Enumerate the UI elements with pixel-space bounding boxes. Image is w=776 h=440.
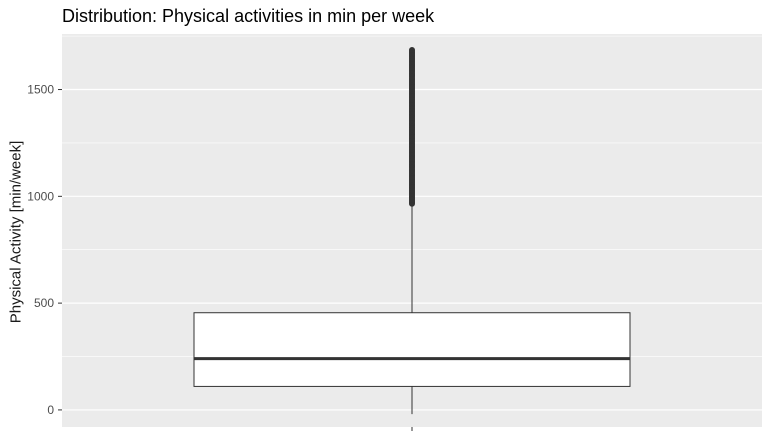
y-axis-ticks: 0 500 1000 1500 [27, 83, 62, 417]
y-tick-label: 1000 [27, 189, 54, 203]
outlier-points [409, 47, 415, 207]
y-tick-label: 1500 [27, 83, 54, 97]
y-tick-label: 0 [47, 403, 54, 417]
outlier-point [409, 47, 415, 54]
chart-title: Distribution: Physical activities in min… [62, 6, 435, 26]
iqr-box [193, 312, 631, 387]
y-tick-label: 500 [34, 296, 54, 310]
